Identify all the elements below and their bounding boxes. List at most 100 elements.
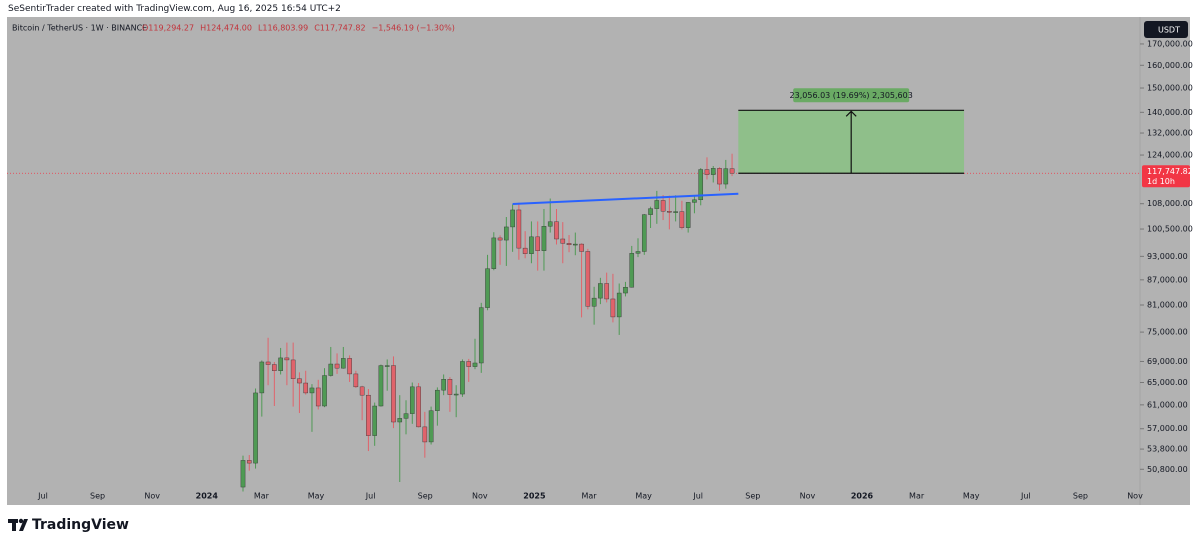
- y-tick-label: 53,800.00: [1147, 445, 1188, 454]
- y-tick-label: 170,000.00: [1147, 39, 1193, 48]
- candle-body: [478, 307, 484, 364]
- candle-body: [629, 253, 635, 288]
- candle-body: [334, 363, 340, 369]
- candle-body: [679, 211, 685, 228]
- candle-body: [253, 392, 258, 464]
- candle-body: [667, 211, 672, 213]
- y-tick-label: 124,000.00: [1147, 151, 1193, 160]
- y-tick-label: 132,000.00: [1147, 129, 1193, 138]
- candle-body: [648, 208, 653, 215]
- candle-body: [378, 365, 384, 407]
- candle-body: [428, 410, 434, 443]
- candle-body: [623, 286, 628, 294]
- candle-body: [328, 363, 334, 376]
- candle-body: [347, 358, 352, 375]
- y-tick-label: 87,000.00: [1147, 275, 1188, 284]
- x-tick-label: May: [308, 492, 325, 501]
- candle-body: [547, 221, 553, 227]
- y-tick-label: 69,000.00: [1147, 357, 1188, 366]
- candle-body: [246, 460, 252, 464]
- y-tick-label: 57,000.00: [1147, 424, 1188, 433]
- candle-body: [359, 386, 365, 396]
- candle-body: [591, 297, 597, 307]
- x-tick-label: Nov: [144, 492, 160, 501]
- candle-body: [290, 359, 296, 379]
- candle-body: [554, 221, 559, 240]
- x-tick-label: Sep: [1073, 492, 1088, 501]
- candle-body: [654, 200, 660, 209]
- candle-body: [315, 387, 321, 407]
- candle-body: [510, 209, 515, 228]
- candle-body: [598, 283, 603, 299]
- y-tick-label: 93,000.00: [1147, 252, 1188, 261]
- trendline: [512, 192, 739, 206]
- price-tag-value: 117,747.82: [1147, 167, 1193, 176]
- price-tag: [1142, 165, 1190, 188]
- candle-body: [573, 243, 578, 246]
- x-tick-label: Nov: [1127, 492, 1143, 501]
- candle-body: [466, 361, 472, 367]
- candle-body: [566, 243, 572, 246]
- candle-body: [272, 364, 277, 371]
- candle-body: [284, 357, 290, 361]
- candle-body: [504, 226, 509, 241]
- candle-body: [723, 168, 729, 185]
- candle-body: [353, 373, 359, 388]
- candle-body: [610, 298, 616, 318]
- candle-body: [297, 378, 302, 384]
- candle-body: [397, 418, 403, 423]
- candle-body: [522, 247, 528, 254]
- y-tick-label: 81,000.00: [1147, 300, 1188, 309]
- x-tick-label: Nov: [800, 492, 816, 501]
- y-tick-label: 160,000.00: [1147, 61, 1193, 70]
- brand-logo: [8, 518, 28, 531]
- candle-body: [560, 238, 566, 244]
- ohlc-value: C117,747.82: [314, 24, 365, 33]
- candle-body: [366, 394, 371, 436]
- candle-body: [641, 214, 647, 252]
- y-tick-label: 140,000.00: [1147, 108, 1193, 117]
- candle-body: [384, 365, 390, 367]
- candle-body: [717, 168, 722, 185]
- candle-body: [240, 460, 246, 488]
- x-tick-label: Mar: [581, 492, 597, 501]
- x-tick-label: Jul: [37, 492, 48, 501]
- y-tick-label: 75,000.00: [1147, 328, 1188, 337]
- x-tick-label: Nov: [472, 492, 488, 501]
- candle-body: [391, 365, 396, 423]
- candle-body: [660, 200, 666, 212]
- candle-body: [303, 382, 309, 394]
- y-tick-label: 61,000.00: [1147, 400, 1188, 409]
- candle-body: [422, 426, 428, 443]
- candle-body: [579, 243, 584, 252]
- candle-body: [635, 251, 641, 254]
- candle-body: [309, 387, 315, 394]
- candle-body: [729, 168, 735, 174]
- x-tick-label: Sep: [90, 492, 105, 501]
- ohlc-value: O119,294.27: [142, 24, 194, 33]
- y-tick-label: 150,000.00: [1147, 84, 1193, 93]
- plot: 50,800.00 53,800.00 57,000.00 61,000.00 65,0…: [7, 39, 1193, 501]
- candle-body: [259, 361, 265, 394]
- candle-body: [616, 292, 622, 318]
- x-tick-label: Jul: [1020, 492, 1031, 501]
- x-tick-label: Sep: [418, 492, 433, 501]
- x-tick-label: 2025: [523, 492, 546, 501]
- candle-body: [497, 237, 503, 241]
- candle-body: [485, 268, 490, 308]
- candle-body: [673, 211, 678, 213]
- measure-label: 23,056.03 (19.69%) 2,305,603: [790, 91, 913, 100]
- chart-background: [7, 17, 1190, 505]
- candle-body: [265, 361, 271, 365]
- currency-label[interactable]: USDT: [1158, 26, 1180, 35]
- x-tick-label: Sep: [745, 492, 760, 501]
- x-tick-label: May: [635, 492, 652, 501]
- currency-button[interactable]: [1144, 21, 1188, 38]
- x-tick-label: Jul: [365, 492, 376, 501]
- x-tick-label: Mar: [254, 492, 270, 501]
- candle-body: [710, 168, 716, 175]
- candle-body: [698, 169, 704, 201]
- measure-label-bg: [793, 88, 910, 103]
- candle-body: [685, 202, 691, 228]
